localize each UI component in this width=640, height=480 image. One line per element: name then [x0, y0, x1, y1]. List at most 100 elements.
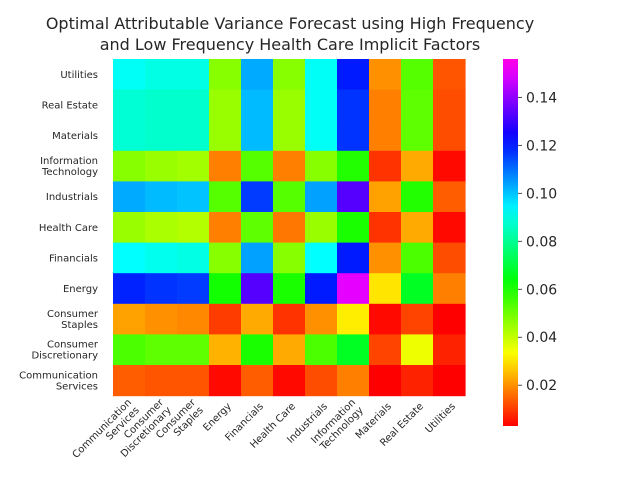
- y-tick-label: Utilities: [60, 70, 98, 81]
- y-tick-label: Real Estate: [42, 100, 98, 111]
- heatmap-cell: [177, 181, 210, 213]
- heatmap-cell: [113, 273, 146, 305]
- colorbar-ticks: 0.02 0.04 0.06 0.08 0.10 0.12 0.14: [518, 90, 557, 394]
- x-tick-label: Energy: [201, 401, 234, 434]
- heatmap-cell: [209, 273, 242, 305]
- heatmap-cell: [305, 150, 338, 182]
- colorbar-tick-label: 0.12: [526, 138, 557, 154]
- heatmap-cell: [209, 365, 242, 397]
- heatmap-cell: [273, 334, 306, 366]
- heatmap-cell: [433, 365, 466, 397]
- heatmap-cell: [209, 242, 242, 274]
- heatmap-cell: [177, 212, 210, 244]
- heatmap-cell: [433, 242, 466, 274]
- heatmap-cell: [273, 242, 306, 274]
- heatmap-cell: [337, 212, 370, 244]
- y-tick-label: Health Care: [39, 223, 98, 234]
- heatmap-cell: [433, 273, 466, 305]
- heatmap-cell: [305, 181, 338, 213]
- heatmap-cell: [145, 89, 178, 121]
- colorbar: [503, 59, 518, 426]
- heatmap-cell: [113, 150, 146, 182]
- heatmap-cell: [305, 334, 338, 366]
- heatmap-cell: [209, 120, 242, 152]
- heatmap-cell: [433, 59, 466, 91]
- y-tick-label: Energy: [63, 284, 98, 295]
- heatmap-cell: [177, 89, 210, 121]
- heatmap-cell: [241, 181, 274, 213]
- heatmap-cell: [401, 303, 434, 335]
- colorbar-tick-label: 0.06: [526, 282, 557, 298]
- y-tick-label: Financials: [49, 253, 98, 264]
- heatmap-cell: [241, 212, 274, 244]
- colorbar-tick-label: 0.02: [526, 378, 557, 394]
- heatmap-cell: [401, 212, 434, 244]
- heatmap-cell: [273, 303, 306, 335]
- y-tick-label: Consumer Staples: [47, 309, 99, 331]
- heatmap-cell: [209, 303, 242, 335]
- heatmap-cell: [113, 242, 146, 274]
- heatmap-cell: [369, 150, 402, 182]
- colorbar-tick-label: 0.14: [526, 90, 557, 106]
- x-tick-labels: CommunicationServicesConsumerDiscretiona…: [71, 397, 458, 461]
- heatmap-cell: [177, 365, 210, 397]
- heatmap-cell: [369, 181, 402, 213]
- heatmap-cell: [305, 303, 338, 335]
- heatmap-cell: [113, 120, 146, 152]
- heatmap-cell: [337, 303, 370, 335]
- heatmap-cell: [433, 120, 466, 152]
- heatmap-cell: [337, 59, 370, 91]
- heatmap-cell: [241, 150, 274, 182]
- heatmap-cell: [241, 303, 274, 335]
- heatmap-cell: [113, 181, 146, 213]
- colorbar-tick-label: 0.08: [526, 234, 557, 250]
- heatmap-cell: [305, 89, 338, 121]
- heatmap-cell: [209, 59, 242, 91]
- y-tick-label: Materials: [52, 131, 98, 142]
- heatmap-cell: [273, 120, 306, 152]
- heatmap-cell: [305, 212, 338, 244]
- heatmap-cell: [433, 334, 466, 366]
- heatmap-cell: [273, 212, 306, 244]
- heatmap-cell: [177, 303, 210, 335]
- heatmap-cell: [433, 181, 466, 213]
- heatmap-cell: [177, 120, 210, 152]
- heatmap-cell: [145, 59, 178, 91]
- heatmap-cell: [113, 303, 146, 335]
- heatmap-cells: [113, 59, 466, 397]
- heatmap-cell: [177, 242, 210, 274]
- heatmap-cell: [369, 334, 402, 366]
- heatmap-cell: [337, 242, 370, 274]
- heatmap-cell: [241, 242, 274, 274]
- heatmap-cell: [113, 334, 146, 366]
- heatmap-cell: [401, 365, 434, 397]
- chart-title-line-1: Optimal Attributable Variance Forecast u…: [46, 14, 534, 33]
- heatmap-cell: [209, 150, 242, 182]
- heatmap-cell: [433, 150, 466, 182]
- chart-title-line-2: and Low Frequency Health Care Implicit F…: [100, 35, 481, 54]
- heatmap-cell: [273, 59, 306, 91]
- heatmap-cell: [177, 59, 210, 91]
- heatmap-cell: [241, 59, 274, 91]
- heatmap-cell: [273, 365, 306, 397]
- heatmap-cell: [433, 212, 466, 244]
- heatmap-cell: [209, 181, 242, 213]
- heatmap-cell: [273, 150, 306, 182]
- heatmap-cell: [145, 120, 178, 152]
- svg-text:Energy: Energy: [201, 401, 234, 434]
- heatmap-cell: [305, 365, 338, 397]
- heatmap-cell: [209, 89, 242, 121]
- heatmap-cell: [401, 89, 434, 121]
- heatmap-cell: [273, 273, 306, 305]
- heatmap-cell: [369, 242, 402, 274]
- colorbar-tick-label: 0.10: [526, 186, 557, 202]
- heatmap-cell: [241, 273, 274, 305]
- heatmap-cell: [337, 334, 370, 366]
- heatmap-cell: [145, 150, 178, 182]
- y-tick-label: Communication Services: [19, 370, 98, 392]
- x-tick-label: Utilities: [424, 401, 458, 435]
- heatmap-cell: [401, 120, 434, 152]
- heatmap-cell: [337, 273, 370, 305]
- y-tick-label: Consumer Discretionary: [31, 340, 98, 362]
